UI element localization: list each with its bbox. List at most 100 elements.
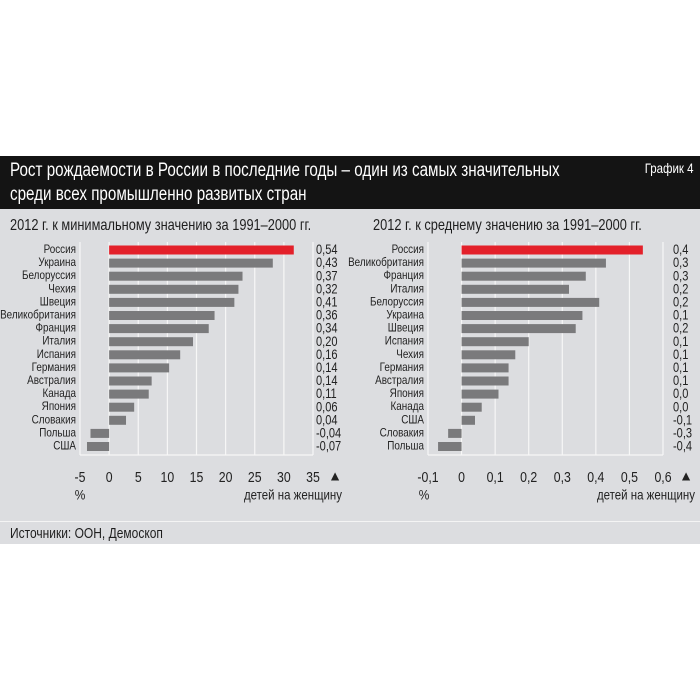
- value-label: 0,36: [316, 308, 338, 323]
- value-label: 0,2: [673, 281, 688, 296]
- bar-country: [461, 284, 569, 294]
- x-axis-unit-label: %: [75, 487, 86, 503]
- bar-country: [109, 324, 209, 334]
- x-tick-label: 20: [219, 469, 233, 485]
- value-label: 0,06: [316, 399, 338, 414]
- category-label: Польша: [387, 440, 424, 453]
- bar-country: [461, 363, 509, 373]
- category-label: Россия: [44, 243, 77, 256]
- x-tick-label: 35: [306, 469, 320, 485]
- secondary-axis-label: детей на женщину: [597, 487, 696, 503]
- triangle-marker-icon: ▲: [328, 468, 342, 484]
- value-label: -0,1: [673, 412, 692, 427]
- value-label: 0,3: [673, 255, 688, 270]
- category-label: Россия: [392, 243, 425, 256]
- bar-country: [461, 324, 576, 334]
- bar-country: [109, 350, 181, 360]
- bar-country: [109, 284, 239, 294]
- value-label: 0,43: [316, 255, 338, 270]
- category-label: Италия: [42, 335, 76, 348]
- value-label: 0,54: [316, 242, 338, 257]
- x-tick-label: 30: [277, 469, 291, 485]
- value-label: 0,3: [673, 268, 688, 283]
- value-label: -0,4: [673, 439, 692, 454]
- category-label: Япония: [390, 387, 424, 400]
- category-label: Австралия: [375, 374, 424, 387]
- category-label: Великобритания: [348, 256, 424, 269]
- bar-country: [461, 376, 509, 386]
- x-tick-label: 0,4: [587, 469, 604, 485]
- category-label: Германия: [380, 361, 424, 374]
- value-label: -0,04: [316, 425, 341, 440]
- value-label: 0,41: [316, 294, 338, 309]
- bar-country: [461, 258, 606, 268]
- value-label: 0,1: [673, 347, 688, 362]
- value-label: 0,37: [316, 268, 338, 283]
- value-label: -0,07: [316, 439, 341, 454]
- left-chart-title: 2012 г. к минимальному значению за 1991–…: [10, 217, 312, 234]
- bar-country: [109, 297, 235, 307]
- category-label: Швеция: [388, 322, 424, 335]
- x-tick-label: 0,1: [487, 469, 504, 485]
- value-label: 0,20: [316, 334, 338, 349]
- category-label: Германия: [32, 361, 76, 374]
- category-label: Чехия: [396, 348, 424, 361]
- bar-country: [109, 258, 273, 268]
- category-label: Испания: [37, 348, 76, 361]
- chart-title-line-1: Рост рождаемости в России в последние го…: [10, 160, 560, 181]
- value-label: -0,3: [673, 425, 692, 440]
- category-label: Словакия: [380, 427, 425, 440]
- category-label: Канада: [391, 401, 425, 414]
- x-tick-label: 0,5: [621, 469, 638, 485]
- x-tick-label: -5: [75, 469, 86, 485]
- bar-country: [448, 428, 462, 438]
- value-label: 0,14: [316, 360, 338, 375]
- bar-highlight: [109, 245, 294, 255]
- bar-country: [90, 428, 110, 438]
- bar-country: [461, 415, 475, 425]
- x-tick-label: 10: [161, 469, 175, 485]
- bar-country: [109, 376, 152, 386]
- category-label: США: [53, 440, 77, 453]
- value-label: 0,1: [673, 360, 688, 375]
- x-tick-label: 0: [106, 469, 113, 485]
- category-label: Белоруссия: [22, 270, 76, 283]
- value-label: 0,32: [316, 281, 338, 296]
- graph-number-label: График 4: [645, 160, 694, 176]
- footer-divider: [0, 521, 700, 522]
- value-label: 0,2: [673, 294, 688, 309]
- x-tick-label: 25: [248, 469, 262, 485]
- x-axis-unit-label: %: [419, 487, 430, 503]
- bar-country: [461, 389, 499, 399]
- bar-country: [86, 442, 110, 451]
- category-label: Чехия: [48, 283, 76, 296]
- category-label: Италия: [390, 283, 424, 296]
- value-label: 0,0: [673, 399, 688, 414]
- bar-country: [109, 363, 170, 373]
- value-label: 0,1: [673, 308, 688, 323]
- category-label: США: [401, 414, 425, 427]
- value-label: 0,04: [316, 412, 338, 427]
- secondary-axis-label: детей на женщину: [244, 487, 343, 503]
- value-label: 0,34: [316, 321, 338, 336]
- value-label: 0,14: [316, 373, 338, 388]
- bar-country: [109, 389, 149, 399]
- value-label: 0,0: [673, 386, 688, 401]
- x-tick-label: 0,2: [520, 469, 537, 485]
- category-label: Украина: [38, 256, 76, 269]
- category-label: Канада: [43, 387, 77, 400]
- x-tick-label: 5: [135, 469, 142, 485]
- bar-country: [109, 271, 243, 281]
- category-label: Великобритания: [0, 309, 76, 322]
- footer: Источники: ООН, Демоскоп: [0, 522, 700, 544]
- category-label: Украина: [386, 309, 424, 322]
- chart-title-line-2: среди всех промышленно развитых стран: [10, 184, 307, 205]
- value-label: 0,1: [673, 373, 688, 388]
- right-chart-title: 2012 г. к среднему значению за 1991–2000…: [373, 217, 642, 234]
- value-label: 0,2: [673, 321, 688, 336]
- category-label: Япония: [42, 401, 76, 414]
- chart-header: Рост рождаемости в России в последние го…: [0, 156, 700, 209]
- x-tick-label: 0,6: [654, 469, 671, 485]
- bar-country: [461, 337, 529, 347]
